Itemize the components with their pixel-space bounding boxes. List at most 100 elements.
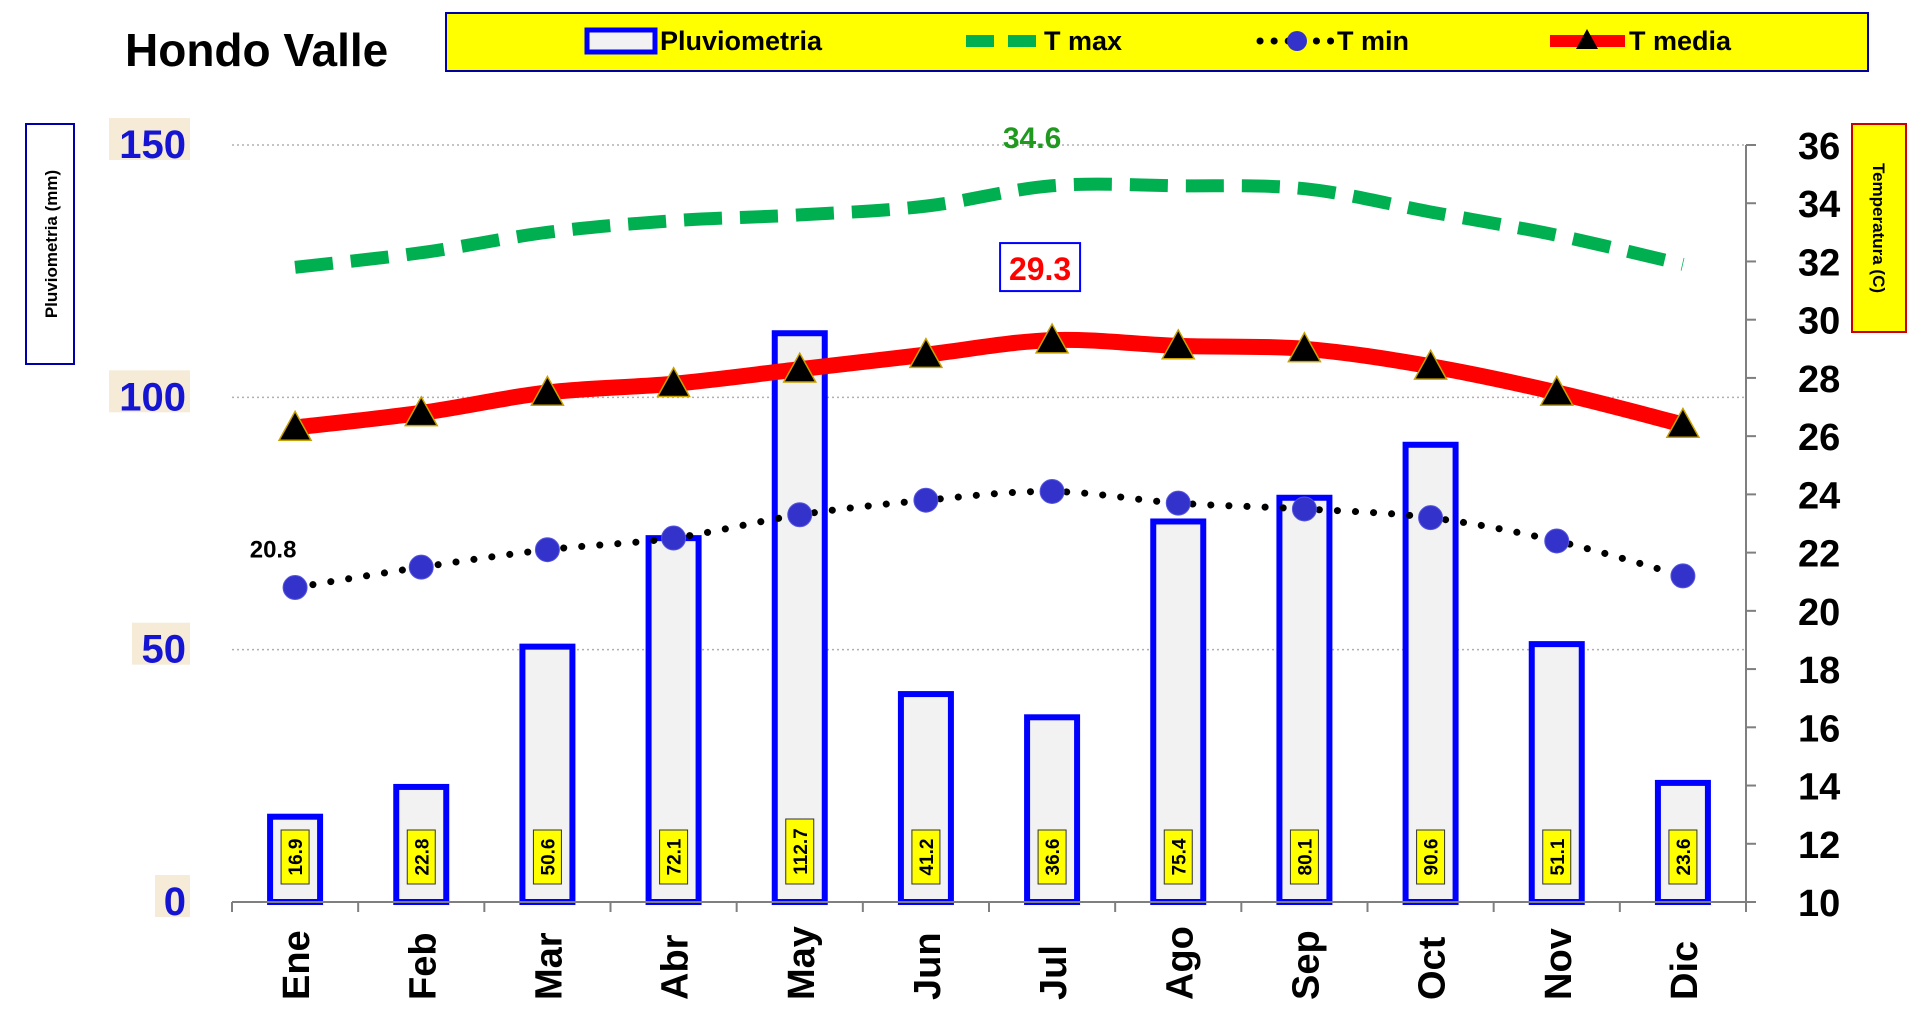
bar-value-label: 75.4: [1169, 838, 1190, 875]
bar-value-label: 50.6: [538, 839, 559, 876]
bar-value-label: 90.6: [1422, 839, 1443, 876]
legend-label-tmedia: T media: [1629, 26, 1732, 56]
legend: Pluviometria T max T min T media: [445, 12, 1869, 72]
legend-item-tmedia: T media: [1550, 26, 1732, 56]
right-tick-label: 26: [1798, 417, 1840, 459]
tmin-marker: [408, 554, 434, 580]
x-tick-label: Nov: [1538, 928, 1580, 1000]
right-tick-label: 22: [1798, 534, 1840, 576]
bars-series: [267, 330, 1711, 906]
tmedia-marker: [1160, 328, 1196, 360]
bar-value-box: [280, 829, 310, 885]
tmin-marker: [661, 525, 687, 551]
tmedia-marker: [1665, 406, 1701, 439]
annotations: 16.9 22.8 50.6 72.1 112.7 41.2 36.6 75.4 80.1 90.…: [250, 122, 1698, 885]
bar-value-box: [1668, 829, 1698, 885]
tick-labels: 0 50 100 150 10 12 14 16 18 20 22 24 26 28 30 32 34 36 Ene…: [109, 118, 1840, 1000]
annotation-tmin-first: 20.8: [250, 537, 297, 564]
tmin-marker: [1039, 478, 1065, 504]
legend-swatch-bar: [584, 27, 658, 55]
tmin-marker: [787, 502, 813, 528]
tmedia-marker: [1034, 322, 1070, 354]
right-tick-label: 36: [1798, 126, 1840, 168]
left-axis-label: Pluviometria (mm): [42, 170, 61, 318]
right-axis-label: Temperatura (C): [1869, 163, 1888, 293]
chart-title: Hondo Valle: [125, 24, 388, 76]
tmin-marker: [534, 537, 560, 563]
tmedia-marker: [656, 366, 691, 398]
tmin-marker: [1291, 496, 1317, 522]
right-tick-label: 20: [1798, 592, 1840, 634]
bar-value-box: [659, 829, 689, 885]
bar-value-box: [785, 818, 815, 885]
bar-value-label: 41.2: [917, 839, 938, 876]
x-tick-label: Feb: [402, 932, 444, 1000]
x-tick-label: Jul: [1033, 945, 1075, 1000]
tmedia-marker: [277, 409, 313, 441]
legend-swatch-tmin-marker: [1287, 31, 1307, 51]
legend-item-tmin: T min: [1256, 26, 1409, 56]
x-tick-label: Jun: [907, 932, 949, 1000]
annotation-tmedia-box: [999, 242, 1082, 293]
bar-value-box: [911, 829, 941, 885]
left-axis-title-box: [25, 123, 75, 365]
tmin-marker: [1670, 563, 1696, 589]
x-tick-label: Oct: [1412, 936, 1454, 1000]
legend-label-tmin: T min: [1337, 26, 1409, 56]
tmin-line: [291, 487, 1687, 592]
right-tick-label: 24: [1798, 475, 1840, 517]
right-tick-label: 16: [1798, 708, 1840, 750]
legend-box: [445, 12, 1869, 72]
right-tick-label: 30: [1798, 301, 1840, 343]
tmin-marker: [1165, 490, 1191, 516]
left-tick-label: 100: [119, 375, 186, 419]
legend-item-pluviometria: Pluviometria: [584, 26, 823, 56]
left-tick-bg: [109, 370, 190, 413]
tmin-marker: [282, 575, 308, 601]
left-tick-label: 50: [142, 628, 187, 672]
bar-value-box: [532, 829, 562, 885]
x-tick-label: Ene: [276, 930, 318, 1000]
left-tick-bg: [132, 622, 190, 665]
left-axis-title: Pluviometria (mm): [25, 123, 75, 365]
tmin-marker: [1418, 505, 1444, 531]
annotation-tmax-peak: 34.6: [1003, 122, 1061, 155]
right-tick-label: 34: [1798, 184, 1840, 226]
bar-value-label: 22.8: [412, 839, 433, 876]
x-tick-label: May: [781, 926, 823, 1000]
bar-value-box: [1289, 829, 1319, 885]
bar-value-label: 16.9: [286, 839, 307, 876]
right-tick-label: 18: [1798, 650, 1840, 692]
right-tick-label: 28: [1798, 359, 1840, 401]
bar-value-box: [1163, 829, 1193, 885]
right-tick-label: 14: [1798, 767, 1840, 809]
tmedia-marker: [908, 337, 944, 369]
left-tick-label: 150: [119, 123, 186, 167]
tmedia-marker: [1539, 374, 1575, 407]
bar-value-box: [406, 829, 436, 885]
tmedia-marker: [782, 351, 818, 383]
tmedia-marker: [1287, 331, 1322, 363]
right-axis-title: Temperatura (C): [1851, 123, 1907, 333]
tmin-marker: [913, 487, 939, 513]
bar: [771, 330, 828, 905]
axes: [231, 144, 1756, 912]
left-tick-label: 0: [164, 880, 186, 924]
bar-value-label: 72.1: [665, 838, 686, 875]
right-tick-label: 12: [1798, 825, 1840, 867]
bar-value-label: 80.1: [1295, 838, 1316, 875]
x-tick-label: Sep: [1285, 930, 1327, 1000]
bar-value-label: 36.6: [1043, 839, 1064, 876]
tmax-line: [294, 177, 1685, 274]
legend-label-pluviometria: Pluviometria: [660, 26, 823, 56]
tmin-marker: [1544, 528, 1570, 554]
annotation-tmedia-peak: 29.3: [1009, 251, 1071, 287]
right-tick-label: 32: [1798, 242, 1840, 284]
left-tick-bg: [109, 118, 190, 160]
tmedia-marker: [530, 374, 565, 407]
x-tick-label: Abr: [655, 934, 697, 1000]
legend-item-tmax: T max: [966, 26, 1122, 56]
bar-value-label: 112.7: [791, 828, 812, 875]
bar-value-box: [1542, 829, 1572, 885]
left-tick-bg: [155, 875, 190, 917]
